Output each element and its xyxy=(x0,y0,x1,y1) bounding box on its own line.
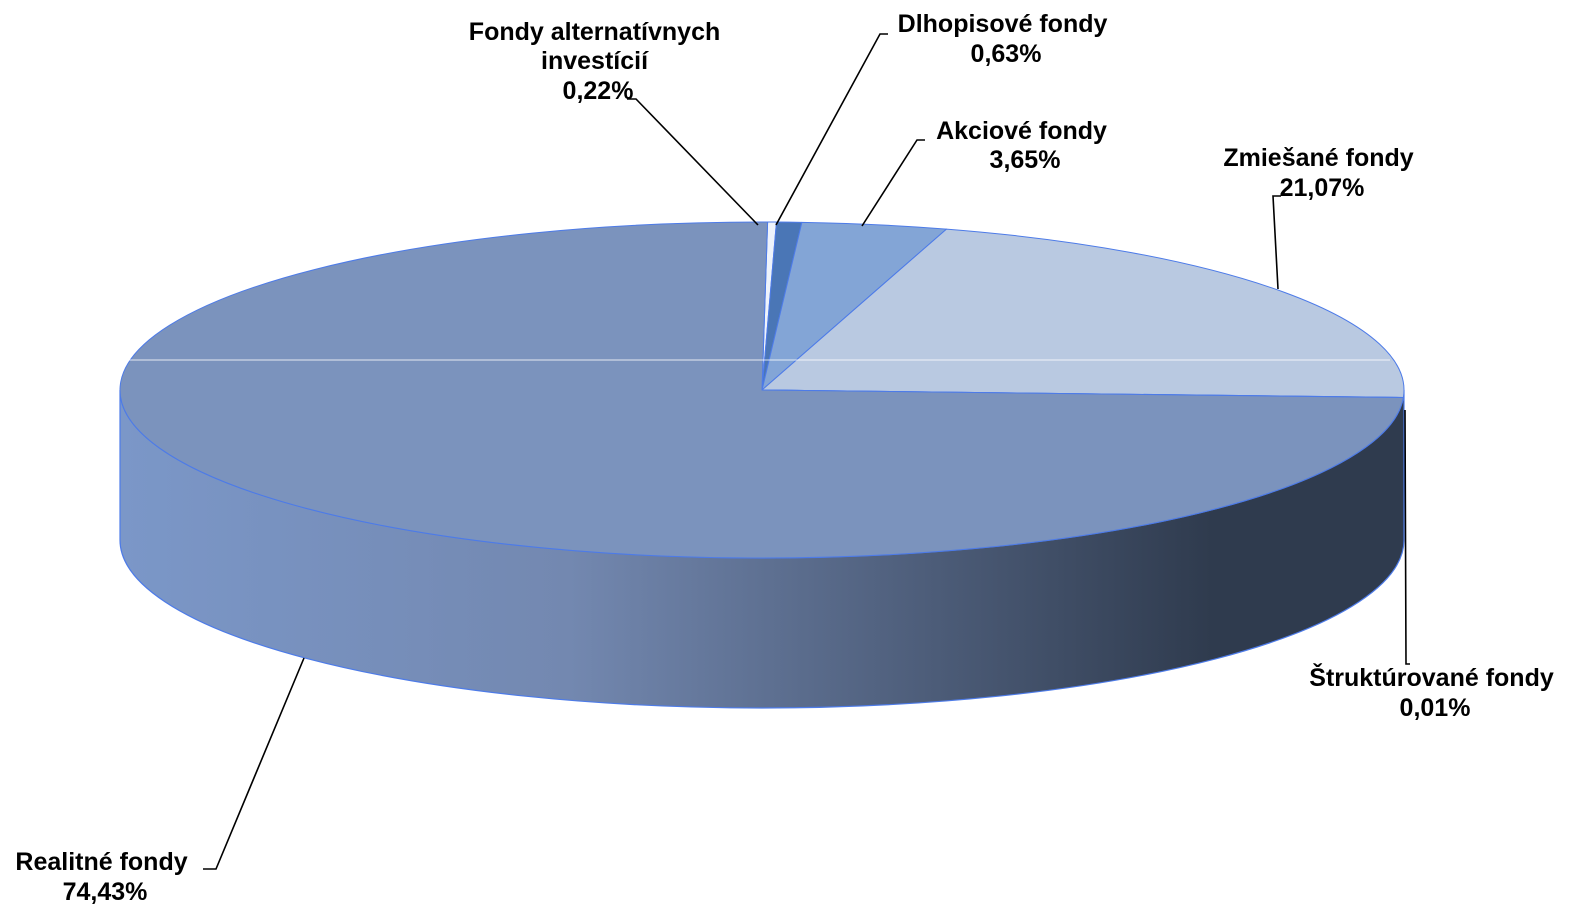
label-alternative-funds-line1: Fondy alternatívnych xyxy=(469,18,720,46)
label-bond-funds-value: 0,63% xyxy=(971,40,1042,68)
label-alternative-funds: Fondy alternatívnych investícií 0,22% xyxy=(469,18,727,105)
label-equity-funds-name: Akciové fondy xyxy=(936,117,1107,145)
leader-line-alternative-funds xyxy=(627,98,759,226)
label-mixed-funds-value: 21,07% xyxy=(1280,174,1365,202)
label-equity-funds-value: 3,65% xyxy=(990,146,1061,174)
label-real-estate-funds: Realitné fondy 74,43% xyxy=(15,848,194,906)
label-mixed-funds-name: Zmiešané fondy xyxy=(1223,144,1413,172)
label-real-estate-funds-value: 74,43% xyxy=(63,878,148,906)
slice-real-estate-funds xyxy=(119,221,1404,559)
label-real-estate-funds-name: Realitné fondy xyxy=(15,848,187,876)
leader-line-structured-funds xyxy=(1404,409,1410,665)
label-alternative-funds-line2: investícií xyxy=(541,47,649,75)
leader-line-mixed-funds xyxy=(1272,195,1281,290)
label-structured-funds-name: Štruktúrované fondy xyxy=(1309,662,1554,692)
label-structured-funds: Štruktúrované fondy 0,01% xyxy=(1309,662,1560,722)
label-equity-funds: Akciové fondy 3,65% xyxy=(936,117,1114,174)
label-bond-funds: Dlhopisové fondy 0,63% xyxy=(898,10,1115,68)
label-mixed-funds: Zmiešané fondy 21,07% xyxy=(1223,144,1420,202)
label-structured-funds-value: 0,01% xyxy=(1400,694,1471,722)
label-bond-funds-name: Dlhopisové fondy xyxy=(898,10,1108,38)
slice-mixed-funds xyxy=(761,228,1405,398)
leader-line-bond-funds xyxy=(775,33,888,226)
leader-line-equity-funds xyxy=(861,139,925,227)
leader-line-real-estate-funds xyxy=(203,657,305,870)
leader-lines xyxy=(203,33,1410,870)
pie-top xyxy=(119,221,1405,559)
label-alternative-funds-value: 0,22% xyxy=(563,77,634,105)
